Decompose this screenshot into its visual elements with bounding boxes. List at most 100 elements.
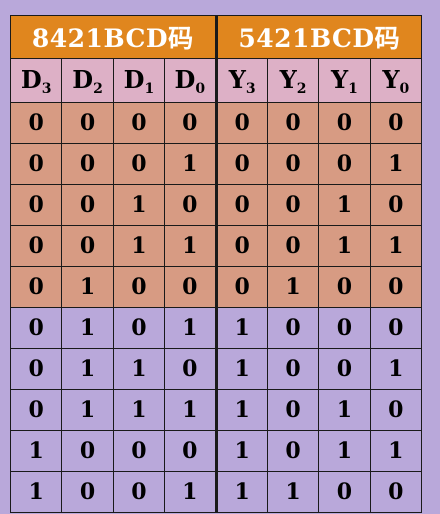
- table-cell: 1: [215, 348, 268, 390]
- column-header-row: D3 D2 D1 D0 Y3 Y2 Y1 Y0: [9, 58, 423, 103]
- table-cell: 0: [164, 430, 218, 472]
- table-cell: 0: [266, 389, 320, 431]
- table-cell: 1: [318, 389, 371, 431]
- table-cell: 0: [266, 348, 320, 390]
- table-cell: 0: [164, 184, 218, 226]
- table-cell: 0: [369, 266, 423, 308]
- table-cell: 1: [266, 266, 320, 308]
- table-cell: 0: [112, 266, 166, 308]
- table-cell: 1: [215, 307, 268, 349]
- column-header-d2: D2: [61, 58, 114, 103]
- table-cell: 1: [112, 184, 166, 226]
- table-cell: 0: [112, 430, 166, 472]
- table-cell: 0: [318, 143, 371, 185]
- table-cell: 0: [266, 184, 320, 226]
- table-cell: 0: [369, 471, 423, 513]
- table-cell: 0: [61, 102, 114, 144]
- table-cell: 0: [9, 307, 63, 349]
- table-cell: 1: [369, 225, 423, 267]
- table-cell: 1: [61, 389, 114, 431]
- table-cell: 0: [9, 184, 63, 226]
- table-cell: 0: [369, 307, 423, 349]
- table-body: 0 0 0 0 0 0 0 0 0 0 0 1 0 0 0 1 0 0: [9, 102, 423, 513]
- table-cell: 0: [266, 225, 320, 267]
- table-cell: 0: [61, 225, 114, 267]
- table-cell: 0: [215, 225, 268, 267]
- table-cell: 1: [9, 471, 63, 513]
- table-row: 0 1 1 1 1 0 1 0: [9, 389, 423, 431]
- table-cell: 1: [61, 266, 114, 308]
- table-cell: 0: [61, 143, 114, 185]
- table-cell: 1: [369, 143, 423, 185]
- table-cell: 1: [369, 430, 423, 472]
- table-cell: 1: [318, 430, 371, 472]
- table-cell: 0: [369, 184, 423, 226]
- table-cell: 0: [266, 143, 320, 185]
- table-cell: 0: [61, 471, 114, 513]
- table-cell: 0: [9, 143, 63, 185]
- table-cell: 0: [318, 266, 371, 308]
- table-row: 0 1 0 1 1 0 0 0: [9, 307, 423, 349]
- table-cell: 0: [266, 430, 320, 472]
- table-cell: 0: [61, 430, 114, 472]
- table-cell: 1: [164, 307, 218, 349]
- table-row: 1 0 0 0 1 0 1 1: [9, 430, 423, 472]
- table-cell: 0: [9, 389, 63, 431]
- column-header-y0: Y0: [369, 58, 423, 103]
- table-cell: 1: [215, 471, 268, 513]
- group-header-5421: 5421BCD码: [215, 15, 422, 59]
- table-cell: 1: [266, 471, 320, 513]
- table-cell: 0: [61, 184, 114, 226]
- table-cell: 0: [9, 225, 63, 267]
- column-header-y3: Y3: [215, 58, 268, 103]
- table-cell: 0: [9, 348, 63, 390]
- table-cell: 0: [369, 389, 423, 431]
- table-cell: 1: [164, 471, 218, 513]
- table-cell: 0: [164, 102, 218, 144]
- table-cell: 0: [112, 307, 166, 349]
- table-cell: 0: [266, 307, 320, 349]
- table-cell: 1: [61, 307, 114, 349]
- table-cell: 0: [318, 102, 371, 144]
- column-header-d1: D1: [112, 58, 166, 103]
- table-row: 1 0 0 1 1 1 0 0: [9, 471, 423, 513]
- table-row: 0 1 0 0 0 1 0 0: [9, 266, 423, 308]
- table-cell: 0: [318, 348, 371, 390]
- table-cell: 0: [369, 102, 423, 144]
- column-header-y2: Y2: [266, 58, 320, 103]
- table-cell: 1: [112, 225, 166, 267]
- table-cell: 1: [61, 348, 114, 390]
- table-cell: 0: [215, 266, 268, 308]
- table-cell: 1: [318, 184, 371, 226]
- table-cell: 0: [112, 471, 166, 513]
- column-header-d0: D0: [164, 58, 218, 103]
- table-cell: 0: [112, 143, 166, 185]
- table-cell: 0: [112, 102, 166, 144]
- table-row: 0 0 1 1 0 0 1 1: [9, 225, 423, 267]
- table-cell: 1: [112, 348, 166, 390]
- table-cell: 0: [318, 307, 371, 349]
- table-cell: 1: [215, 389, 268, 431]
- table-cell: 1: [318, 225, 371, 267]
- column-header-d3: D3: [9, 58, 63, 103]
- table-cell: 0: [9, 266, 63, 308]
- table-row: 0 1 1 0 1 0 0 1: [9, 348, 423, 390]
- table-cell: 1: [164, 389, 218, 431]
- table-cell: 1: [9, 430, 63, 472]
- table-cell: 0: [164, 266, 218, 308]
- table-cell: 1: [112, 389, 166, 431]
- table-row: 0 0 1 0 0 0 1 0: [9, 184, 423, 226]
- table-cell: 0: [9, 102, 63, 144]
- table-cell: 1: [164, 143, 218, 185]
- table-cell: 0: [164, 348, 218, 390]
- table-cell: 1: [369, 348, 423, 390]
- table-cell: 0: [215, 184, 268, 226]
- table-cell: 0: [215, 102, 268, 144]
- table-row: 0 0 0 0 0 0 0 0: [9, 102, 423, 144]
- table-cell: 0: [266, 102, 320, 144]
- table-cell: 1: [164, 225, 218, 267]
- table-cell: 0: [215, 143, 268, 185]
- table-cell: 0: [318, 471, 371, 513]
- table-row: 0 0 0 1 0 0 0 1: [9, 143, 423, 185]
